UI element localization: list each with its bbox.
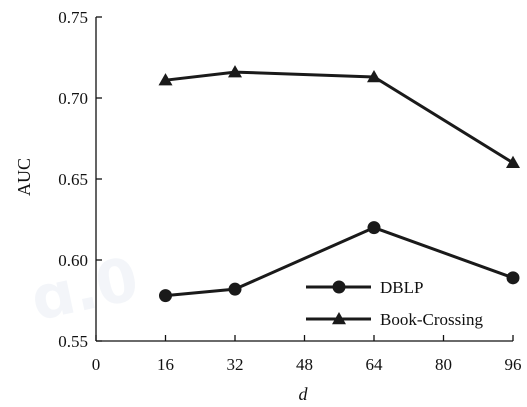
data-point-dblp	[367, 221, 381, 235]
series-book-crossing	[158, 65, 520, 169]
x-tick-label: 48	[296, 355, 313, 374]
legend-item-book-crossing: Book-Crossing	[306, 310, 483, 329]
data-point-book-crossing	[367, 69, 381, 83]
y-tick-label: 0.60	[58, 251, 88, 270]
data-point-book-crossing	[158, 73, 173, 86]
data-point-book-crossing	[506, 155, 520, 169]
data-point-dblp	[228, 282, 242, 296]
x-tick-label: 0	[92, 355, 101, 374]
y-tick-label: 0.55	[58, 332, 88, 351]
x-axis-ticks: 0 16 32 48 64 80 96	[92, 335, 522, 374]
data-point-dblp	[506, 271, 520, 285]
data-point-dblp	[159, 289, 172, 303]
x-tick-label: 32	[227, 355, 244, 374]
y-tick-label: 0.65	[58, 170, 88, 189]
legend: DBLP Book-Crossing	[306, 278, 483, 329]
legend-marker-book-crossing	[332, 312, 346, 325]
x-tick-label: 80	[435, 355, 452, 374]
series-line-dblp	[165, 226, 514, 298]
x-tick-label: 96	[505, 355, 522, 374]
legend-item-dblp: DBLP	[306, 278, 423, 297]
legend-label: DBLP	[380, 278, 423, 297]
x-tick-label: 16	[157, 355, 174, 374]
legend-label: Book-Crossing	[380, 310, 483, 329]
x-axis-label: d	[299, 384, 309, 404]
y-axis-label: AUC	[14, 158, 34, 196]
series-line-book-crossing	[165, 70, 514, 165]
series-dblp	[159, 221, 520, 303]
plot-area	[95, 17, 513, 342]
x-tick-label: 64	[366, 355, 384, 374]
legend-marker-dblp	[332, 280, 346, 294]
y-tick-label: 0.70	[58, 89, 88, 108]
series-group	[158, 65, 520, 303]
y-tick-label: 0.75	[58, 8, 88, 27]
data-point-book-crossing	[228, 65, 242, 78]
y-axis-ticks: 0.55 0.60 0.65 0.70 0.75	[58, 8, 102, 351]
